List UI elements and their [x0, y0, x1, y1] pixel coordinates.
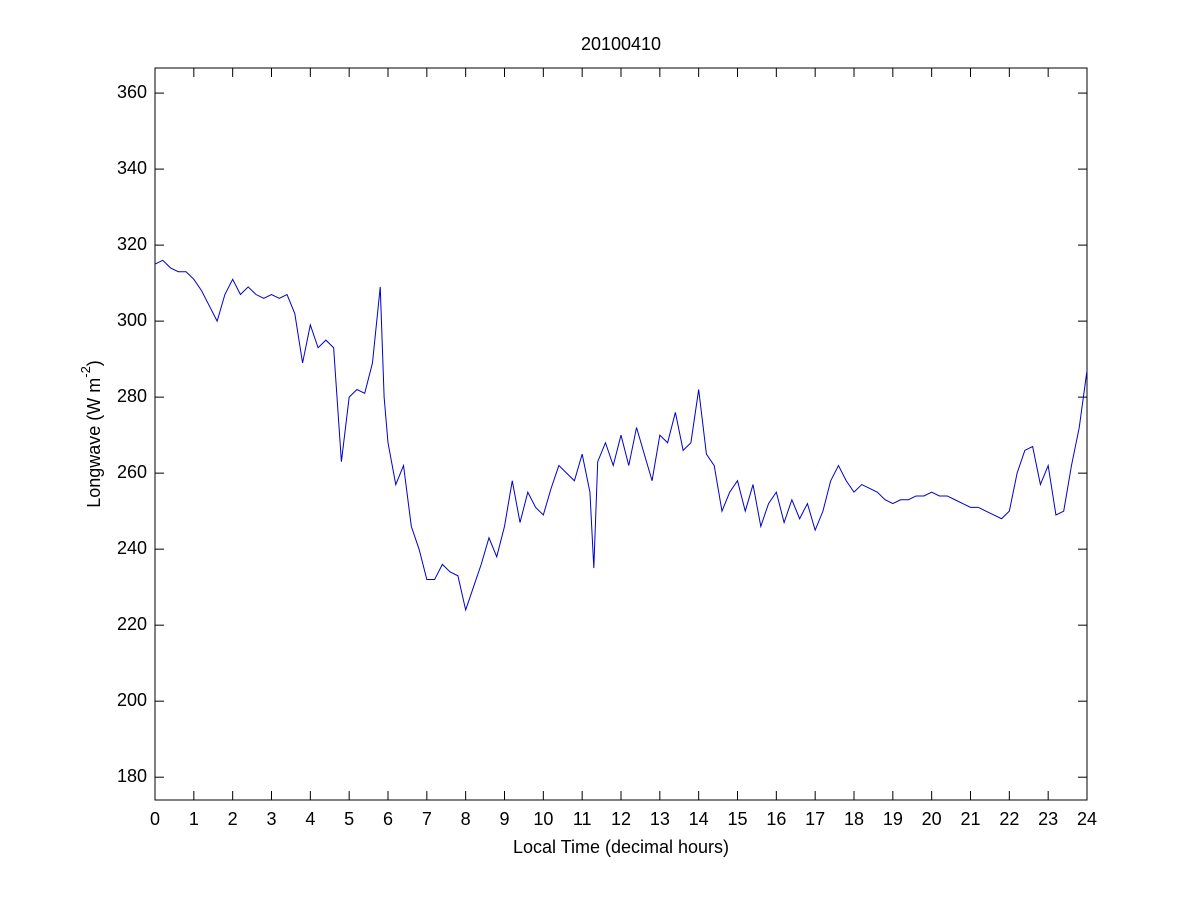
y-tick-label: 200: [117, 690, 147, 710]
y-tick-label: 180: [117, 766, 147, 786]
x-tick-label: 7: [422, 809, 432, 829]
chart-title: 20100410: [581, 34, 661, 54]
x-tick-label: 15: [727, 809, 747, 829]
y-tick-label: 320: [117, 234, 147, 254]
x-tick-label: 22: [999, 809, 1019, 829]
data-line: [154, 259, 1088, 612]
y-axis-label-superscript: -2: [78, 366, 93, 378]
x-tick-label: 11: [573, 809, 592, 829]
x-tick-label: 0: [150, 809, 160, 829]
y-axis-label-main: Longwave (W m: [84, 378, 104, 508]
x-tick-label: 19: [883, 809, 903, 829]
y-tick-label: 220: [117, 614, 147, 634]
x-tick-label: 2: [228, 809, 238, 829]
y-tick-label: 280: [117, 386, 147, 406]
x-tick-label: 18: [844, 809, 864, 829]
x-tick-label: 4: [305, 809, 315, 829]
y-tick-label: 240: [117, 538, 147, 558]
x-tick-label: 14: [689, 809, 709, 829]
y-axis-label-end: ): [84, 360, 104, 366]
y-axis-label: Longwave (W m-2): [78, 360, 103, 508]
x-tick-label: 9: [499, 809, 509, 829]
x-tick-label: 10: [533, 809, 553, 829]
x-tick-label: 23: [1038, 809, 1058, 829]
y-tick-label: 300: [117, 310, 147, 330]
x-tick-label: 24: [1077, 809, 1097, 829]
x-tick-label: 21: [960, 809, 980, 829]
x-axis-label: Local Time (decimal hours): [513, 837, 729, 857]
x-tick-label: 8: [461, 809, 471, 829]
x-tick-label: 5: [344, 809, 354, 829]
y-tick-label: 260: [117, 462, 147, 482]
x-tick-label: 3: [266, 809, 276, 829]
x-tick-label: 13: [650, 809, 670, 829]
x-tick-label: 17: [805, 809, 825, 829]
x-tick-label: 6: [383, 809, 393, 829]
x-tick-label: 16: [766, 809, 786, 829]
x-tick-label: 20: [922, 809, 942, 829]
x-tick-label: 12: [611, 809, 631, 829]
x-tick-label: 1: [189, 809, 199, 829]
y-tick-label: 340: [117, 158, 147, 178]
y-tick-label: 360: [117, 82, 147, 102]
